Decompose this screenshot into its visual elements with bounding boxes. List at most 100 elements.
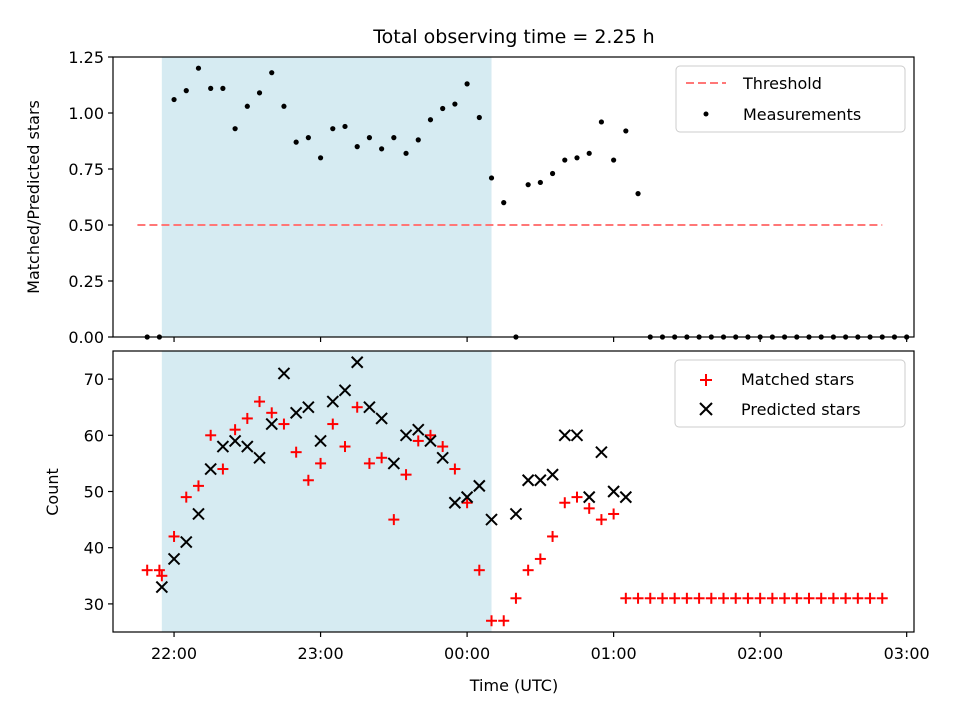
predicted-star-point [363,400,376,414]
matched-star-point [302,474,314,486]
x-tick-label: 22:00 [151,644,197,663]
measurement-point [440,105,446,112]
measurement-point [342,123,348,130]
predicted-star-point [619,490,633,504]
predicted-star-point [375,412,388,425]
matched-star-point [461,497,473,509]
measurement-point [171,96,177,103]
count-shaded-interval [161,351,492,632]
count-y-tick-label: 50 [84,483,104,502]
ratio-y-tick-label: 1.00 [68,104,104,123]
measurement-point [208,85,214,91]
matched-star-point [510,592,522,604]
matched-star-point [266,407,278,419]
count-y-tick-label: 60 [84,426,104,445]
matched-star-point [205,429,217,441]
chart-title: Total observing time = 2.25 h [372,26,654,48]
matched-star-point [681,592,693,604]
predicted-star-point [509,507,523,521]
matched-star-point [363,457,375,469]
predicted-star-point [155,580,169,594]
matched-star-point [156,570,168,582]
matched-star-point [718,592,730,604]
matched-star-point [766,592,778,604]
x-tick-label: 00:00 [444,644,490,663]
matched-star-point [815,592,827,604]
predicted-star-point [241,440,254,453]
count-y-tick-label: 40 [84,539,104,558]
matched-star-point [141,564,153,576]
predicted-star-point [302,400,315,414]
measurement-point [525,182,531,188]
matched-star-point [705,592,717,604]
x-axis-label: Time (UTC) [469,676,558,695]
predicted-star-point [558,429,571,442]
measurement-point [488,175,495,181]
ratio-y-tick-label: 0.25 [68,272,104,291]
predicted-star-point [265,417,278,431]
measurement-point [635,191,641,197]
matched-stars-series [141,396,888,627]
matched-star-point [827,592,839,604]
matched-star-point [852,592,864,604]
predicted-star-point [485,513,498,526]
matched-star-point [534,553,546,565]
ratio-y-tick-label: 0.00 [68,328,104,347]
measurements-series [144,65,910,340]
predicted-star-point [167,552,181,566]
legend-matched-swatch [700,374,712,386]
predicted-star-point [399,429,413,442]
measurement-point [256,90,263,96]
measurement-point [305,135,311,141]
matched-star-point [351,401,363,413]
measurement-point [452,101,458,107]
matched-star-point [669,592,681,604]
predicted-star-point [204,462,217,476]
predicted-star-point [180,535,193,549]
predicted-star-point [338,384,352,397]
measurement-point [403,150,409,156]
x-tick-label: 02:00 [737,644,783,663]
predicted-star-point [448,496,462,509]
measurement-point [366,135,373,141]
predicted-star-point [521,474,535,487]
measurement-point [464,81,470,87]
measurement-point [598,119,605,125]
x-tick-label: 03:00 [884,644,930,663]
measurement-point [476,114,482,121]
measurement-point [244,103,250,109]
matched-star-point [547,530,559,542]
predicted-star-point [277,367,291,380]
predicted-star-point [253,451,266,464]
measurement-point [269,70,275,76]
predicted-star-point [216,440,230,453]
legend-predicted-label: Predicted stars [741,400,861,419]
predicted-star-point [314,434,327,448]
matched-star-point [449,463,461,475]
predicted-star-point [326,395,339,408]
matched-star-point [241,412,253,424]
matched-star-point [644,592,656,604]
measurement-point [427,117,434,123]
legend-measurements-label: Measurements [743,105,861,124]
ratio-legend-box [675,65,906,133]
matched-star-point [742,592,754,604]
measurement-point [195,65,202,71]
ratio-y-tick-label: 0.75 [68,160,104,179]
matched-star-point [876,592,888,604]
measurement-point [379,146,385,152]
x-tick-label: 01:00 [591,644,637,663]
ratio-shaded-interval [161,57,492,337]
matched-star-point [754,592,766,604]
measurement-point [549,170,556,177]
predicted-star-point [192,507,205,521]
measurement-point [220,85,226,91]
matched-star-point [315,457,327,469]
matched-star-point [290,446,302,458]
predicted-star-point [607,485,620,498]
matched-star-point [192,480,204,492]
matched-star-point [486,615,498,627]
matched-star-point [693,592,705,604]
predicted-star-point [387,457,401,470]
matched-star-point [388,514,400,526]
